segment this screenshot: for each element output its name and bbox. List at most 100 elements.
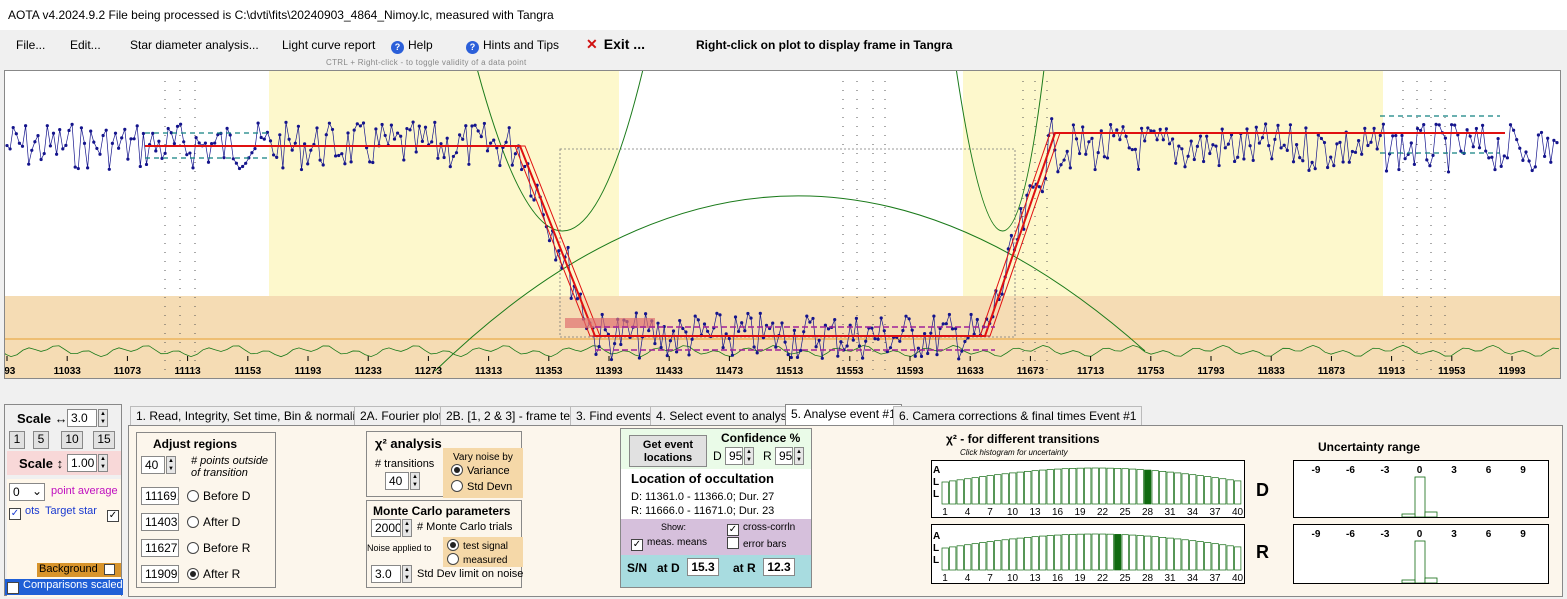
- data-point[interactable]: [1167, 142, 1172, 146]
- histogram-bar[interactable]: [1211, 543, 1219, 571]
- data-point[interactable]: [907, 317, 911, 321]
- data-point[interactable]: [783, 340, 787, 344]
- data-point[interactable]: [166, 126, 170, 131]
- data-point[interactable]: [789, 355, 793, 360]
- data-point[interactable]: [938, 326, 942, 331]
- data-point[interactable]: [1198, 134, 1203, 138]
- data-point[interactable]: [504, 140, 508, 144]
- data-point[interactable]: [389, 123, 393, 127]
- data-point[interactable]: [1096, 150, 1100, 155]
- histogram-bar[interactable]: [1181, 473, 1189, 505]
- data-point[interactable]: [1443, 136, 1447, 140]
- data-point[interactable]: [67, 128, 71, 133]
- data-point[interactable]: [836, 354, 840, 358]
- data-point[interactable]: [1437, 123, 1441, 127]
- data-point[interactable]: [1310, 160, 1314, 164]
- data-point[interactable]: [361, 121, 366, 125]
- data-point[interactable]: [278, 133, 282, 137]
- data-point[interactable]: [110, 141, 114, 145]
- histogram-bar[interactable]: [1189, 540, 1197, 571]
- histogram-bar[interactable]: [1106, 533, 1114, 571]
- histogram-bar[interactable]: [1196, 541, 1204, 571]
- data-point[interactable]: [1065, 149, 1069, 153]
- data-point[interactable]: [1319, 136, 1323, 141]
- data-point[interactable]: [758, 311, 762, 315]
- data-point[interactable]: [1205, 134, 1209, 138]
- histogram-bar[interactable]: [1114, 534, 1122, 571]
- data-point[interactable]: [1496, 136, 1500, 141]
- data-point[interactable]: [876, 337, 880, 341]
- data-point[interactable]: [1183, 165, 1187, 169]
- data-point[interactable]: [1223, 146, 1227, 150]
- data-point[interactable]: [1121, 125, 1125, 129]
- data-point[interactable]: [132, 137, 136, 141]
- scale-button-10[interactable]: 10: [61, 431, 83, 449]
- scale-button-5[interactable]: 5: [33, 431, 49, 449]
- histogram-bar[interactable]: [971, 543, 979, 571]
- confidence-d-input[interactable]: 95: [725, 447, 743, 465]
- data-point[interactable]: [17, 141, 21, 145]
- histogram-bar[interactable]: [1031, 536, 1039, 571]
- data-point[interactable]: [98, 152, 102, 156]
- data-point[interactable]: [1158, 127, 1162, 132]
- histogram-bar[interactable]: [986, 541, 994, 571]
- data-point[interactable]: [870, 326, 874, 330]
- data-point[interactable]: [479, 134, 483, 139]
- data-point[interactable]: [681, 326, 685, 331]
- data-point[interactable]: [975, 317, 979, 322]
- data-point[interactable]: [1133, 147, 1137, 151]
- data-point[interactable]: [944, 322, 948, 326]
- data-point[interactable]: [1025, 193, 1029, 197]
- light-curve-plot[interactable]: 993 11033 11073 11113 11153 11193 11233 11273 11…: [0, 60, 1561, 379]
- data-point[interactable]: [910, 328, 914, 332]
- data-point[interactable]: [380, 122, 384, 127]
- data-point[interactable]: [451, 154, 455, 159]
- data-point[interactable]: [160, 156, 164, 161]
- pts-checkbox[interactable]: ✓ ots: [9, 505, 40, 520]
- data-point[interactable]: [129, 137, 133, 141]
- data-point[interactable]: [104, 128, 108, 132]
- data-point[interactable]: [1477, 146, 1482, 150]
- data-point[interactable]: [730, 353, 735, 357]
- data-point[interactable]: [1220, 127, 1224, 131]
- data-point[interactable]: [647, 329, 651, 333]
- data-point[interactable]: [126, 157, 130, 161]
- data-point[interactable]: [1357, 138, 1361, 143]
- data-point[interactable]: [1118, 138, 1122, 142]
- data-point[interactable]: [786, 352, 790, 357]
- data-point[interactable]: [1056, 170, 1060, 174]
- data-point[interactable]: [309, 148, 313, 152]
- data-point[interactable]: [684, 330, 688, 334]
- data-point[interactable]: [665, 353, 669, 358]
- histogram-bar[interactable]: [1031, 470, 1039, 505]
- scale-v-spinner[interactable]: ▲ ▼: [98, 454, 108, 472]
- error-bars-checkbox[interactable]: error bars: [727, 537, 786, 550]
- histogram-bar[interactable]: [1069, 534, 1077, 571]
- histogram-bar[interactable]: [1076, 467, 1084, 505]
- data-point[interactable]: [330, 127, 335, 132]
- histogram-bar[interactable]: [1166, 471, 1174, 505]
- data-point[interactable]: [374, 127, 378, 131]
- data-point[interactable]: [1484, 149, 1488, 153]
- data-point[interactable]: [609, 357, 614, 362]
- data-point[interactable]: [715, 311, 719, 315]
- data-point[interactable]: [1422, 123, 1426, 127]
- data-point[interactable]: [1037, 185, 1041, 189]
- tab-frame-test[interactable]: 2B. [1, 2 & 3] - frame test: [440, 406, 586, 426]
- data-point[interactable]: [39, 157, 43, 162]
- data-point[interactable]: [216, 133, 220, 137]
- histogram-bar[interactable]: [1039, 469, 1047, 505]
- histogram-bar[interactable]: [1009, 472, 1017, 505]
- data-point[interactable]: [882, 329, 886, 333]
- data-point[interactable]: [1143, 139, 1147, 143]
- meas-means-checkbox[interactable]: ✓ meas. means: [631, 537, 707, 551]
- menu-edit[interactable]: Edit...: [70, 38, 101, 52]
- data-point[interactable]: [1155, 138, 1159, 142]
- data-point[interactable]: [1189, 139, 1193, 143]
- data-point[interactable]: [1109, 123, 1113, 127]
- data-point[interactable]: [454, 151, 459, 155]
- data-point[interactable]: [1273, 137, 1277, 141]
- background-checkbox[interactable]: Background: [37, 563, 121, 577]
- menu-help[interactable]: ? Help: [391, 38, 433, 54]
- tab-read-integrity[interactable]: 1. Read, Integrity, Set time, Bin & norm…: [130, 406, 374, 426]
